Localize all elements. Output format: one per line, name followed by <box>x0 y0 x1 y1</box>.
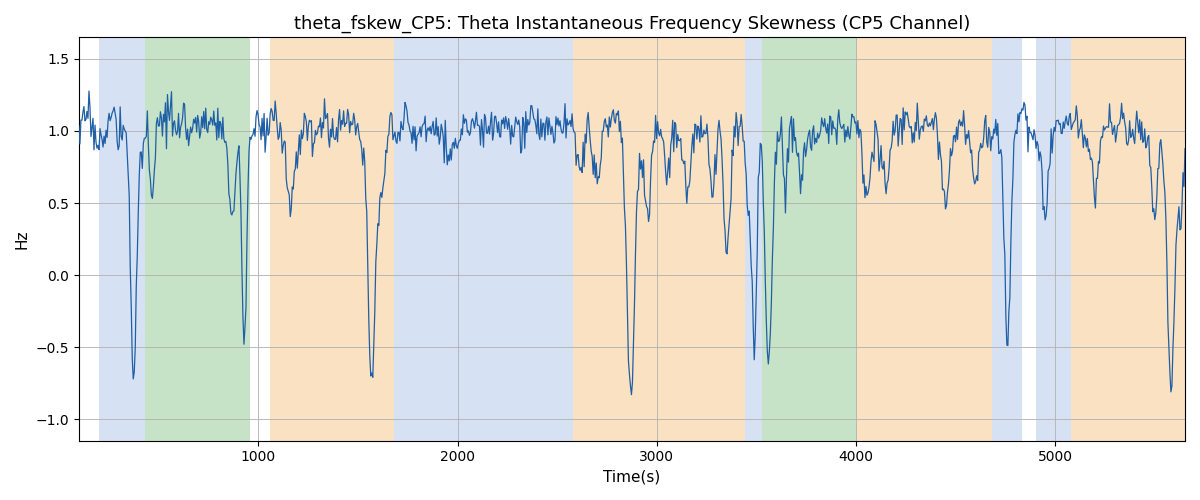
Bar <box>1036 38 1072 440</box>
Bar <box>856 38 991 440</box>
Bar <box>1072 38 1186 440</box>
Bar <box>394 38 574 440</box>
Bar <box>762 38 856 440</box>
Bar <box>744 38 762 440</box>
Y-axis label: Hz: Hz <box>14 230 30 249</box>
Title: theta_fskew_CP5: Theta Instantaneous Frequency Skewness (CP5 Channel): theta_fskew_CP5: Theta Instantaneous Fre… <box>294 15 970 34</box>
Bar <box>270 38 394 440</box>
Bar <box>98 38 145 440</box>
Bar <box>991 38 1021 440</box>
Bar <box>574 38 744 440</box>
X-axis label: Time(s): Time(s) <box>604 470 660 485</box>
Bar <box>145 38 251 440</box>
